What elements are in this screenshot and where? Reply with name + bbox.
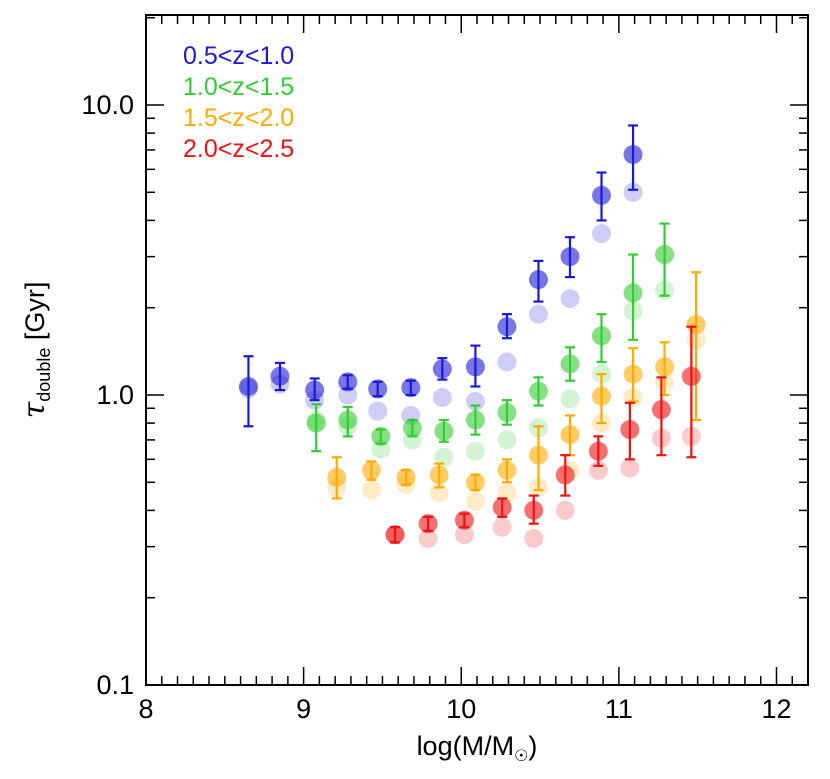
x-tick-label: 12 [761, 694, 791, 724]
y-axis-unit: [Gyr] [20, 282, 50, 348]
faded-point [492, 517, 512, 537]
faded-point [623, 182, 643, 202]
x-axis-label: log(M/M☉) [417, 731, 538, 765]
faded-point [497, 352, 517, 372]
x-tick-label: 8 [138, 694, 153, 724]
y-axis-label: τdouble [Gyr] [17, 282, 54, 419]
faded-point [592, 224, 612, 244]
faded-point [620, 458, 640, 478]
x-tick-label: 10 [446, 694, 476, 724]
tick-marks [145, 15, 809, 686]
y-tick-label: 0.1 [96, 670, 134, 700]
faded-point [560, 389, 580, 409]
tick-labels: 8 9 10 11 12 0.1 1.0 10.0 [81, 90, 791, 724]
legend-entry: 1.0<z<1.5 [183, 73, 294, 101]
legend-entry: 0.5<z<1.0 [183, 42, 294, 70]
faded-point [434, 447, 454, 467]
faded-point [560, 289, 580, 309]
x-tick-label: 9 [296, 694, 311, 724]
faded-point [432, 388, 452, 408]
faded-point [368, 401, 388, 421]
faded-point [555, 500, 575, 520]
faded-point [338, 385, 358, 405]
legend-entry: 2.0<z<2.5 [183, 135, 294, 163]
plot-frame [145, 14, 809, 686]
y-tick-label: 10.0 [81, 90, 134, 120]
faded-point [465, 441, 485, 461]
y-tick-label: 1.0 [96, 380, 134, 410]
faded-point [528, 304, 548, 324]
faded-point [524, 529, 544, 549]
data-points [238, 124, 706, 549]
faded-point [465, 491, 485, 511]
x-tick-label: 11 [605, 694, 633, 724]
faded-point [418, 529, 438, 549]
tau-symbol: τ [17, 401, 52, 418]
sun-symbol: ☉ [514, 748, 528, 765]
legend: 0.5<z<1.0 1.0<z<1.5 1.5<z<2.0 2.0<z<2.5 [183, 42, 294, 163]
faded-point [497, 430, 517, 450]
legend-entry: 1.5<z<2.0 [183, 104, 294, 132]
y-axis-subscript: double [34, 348, 54, 402]
faded-point [454, 525, 474, 545]
faded-point [361, 480, 381, 500]
